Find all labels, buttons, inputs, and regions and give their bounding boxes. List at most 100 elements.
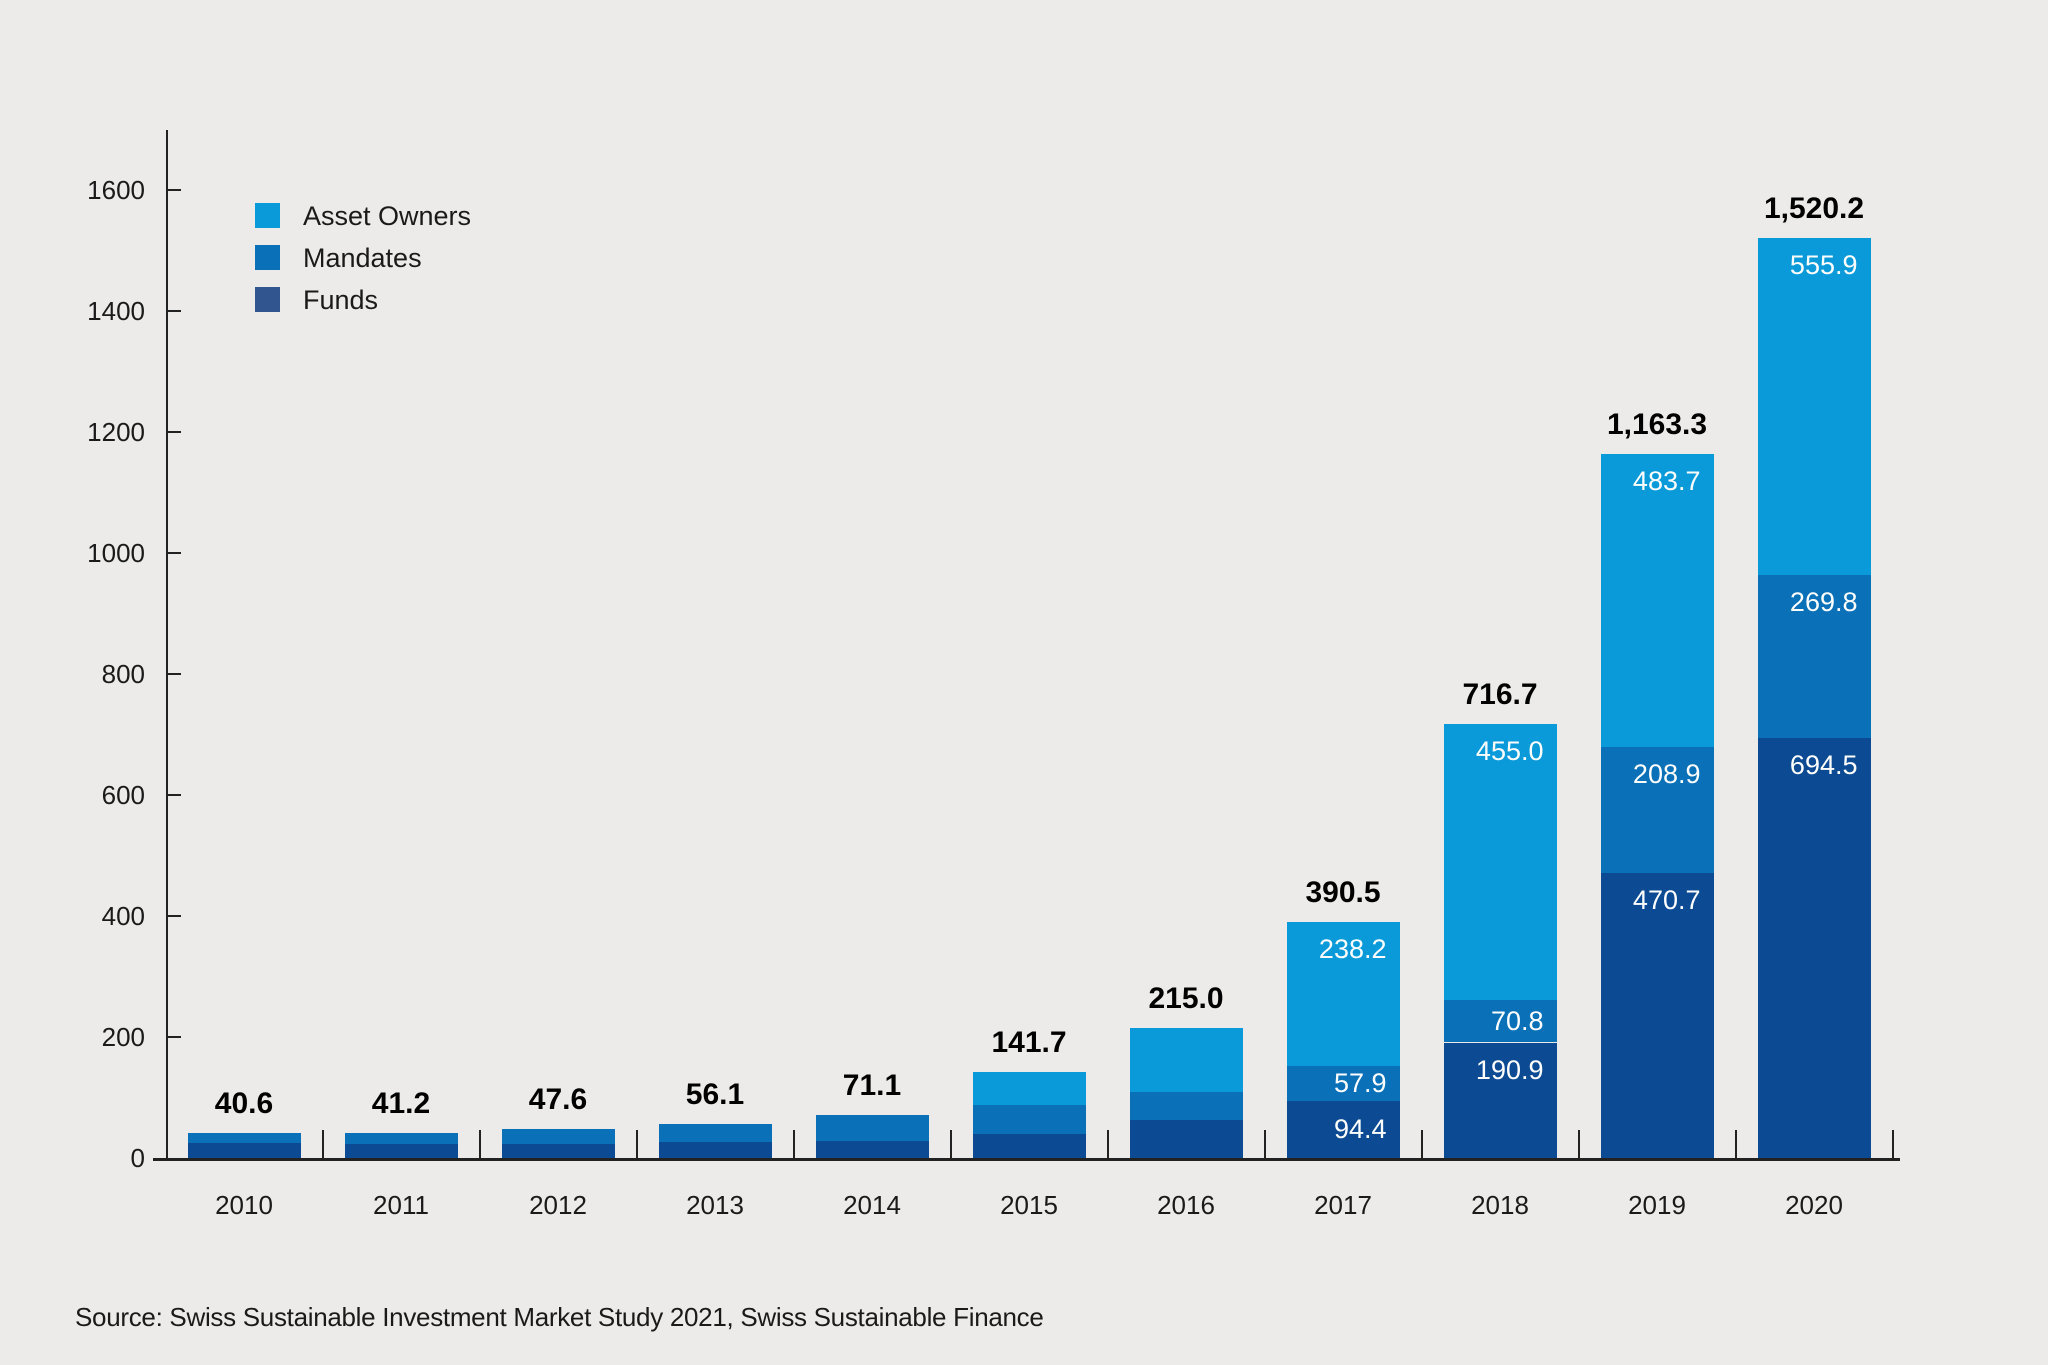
y-axis-label-1000: 1000	[87, 538, 145, 568]
x-axis-label-2010: 2010	[215, 1190, 273, 1220]
x-axis-tick-7	[1420, 1130, 1423, 1158]
total-label-2019: 1,163.3	[1606, 408, 1708, 442]
y-axis-tick-800	[167, 673, 181, 675]
total-label-2015: 141.7	[991, 1026, 1067, 1060]
x-axis-tick-6	[1263, 1130, 1266, 1158]
segment-value-label-2017-funds: 94.4	[1333, 1114, 1387, 1145]
x-axis-label-2015: 2015	[1000, 1190, 1058, 1220]
bar-segment-asset-owners-2017	[1286, 921, 1400, 1066]
x-axis-label-2018: 2018	[1471, 1190, 1529, 1220]
bar-segment-mandates-2015	[972, 1105, 1086, 1135]
y-axis-label-1200: 1200	[87, 417, 145, 447]
bar-segment-mandates-2014	[815, 1114, 929, 1141]
bar-segment-mandates-2016	[1129, 1091, 1243, 1120]
legend-swatch-mandates	[255, 245, 280, 270]
bar-segment-funds-2012	[501, 1144, 615, 1158]
segment-value-label-2019-asset-owners: 483.7	[1632, 466, 1701, 497]
x-axis-tick-2	[635, 1130, 638, 1158]
x-axis-tick-5	[1106, 1130, 1109, 1158]
bar-segment-asset-owners-2020	[1757, 238, 1871, 575]
bar-segment-funds-2014	[815, 1140, 929, 1158]
y-axis-label-400: 400	[101, 901, 145, 931]
segment-value-label-2018-mandates: 70.8	[1490, 1006, 1544, 1037]
bar-segment-asset-owners-2016	[1129, 1027, 1243, 1092]
bar-segment-mandates-2017	[1286, 1065, 1400, 1101]
y-axis-tick-1200	[167, 431, 181, 433]
bar-segment-mandates-2010	[187, 1133, 301, 1144]
y-axis-label-600: 600	[101, 780, 145, 810]
bar-segment-funds-2020	[1757, 737, 1871, 1158]
legend-swatch-asset-owners	[255, 203, 280, 228]
x-axis-label-2011: 2011	[373, 1190, 429, 1220]
segment-value-label-2019-mandates: 208.9	[1632, 758, 1701, 789]
bar-segment-asset-owners-2019	[1600, 454, 1714, 747]
segment-value-label-2019-funds: 470.7	[1632, 885, 1701, 916]
bar-segment-mandates-2011	[344, 1133, 458, 1145]
total-label-2013: 56.1	[685, 1078, 745, 1112]
y-axis-line	[166, 130, 168, 1161]
segment-value-label-2020-mandates: 269.8	[1789, 586, 1858, 617]
x-axis-label-2013: 2013	[686, 1190, 744, 1220]
x-axis-label-2014: 2014	[843, 1190, 901, 1220]
segment-value-label-2020-funds: 694.5	[1789, 749, 1858, 780]
total-label-2010: 40.6	[214, 1087, 274, 1121]
y-axis-tick-400	[167, 915, 181, 917]
x-axis-label-2012: 2012	[529, 1190, 587, 1220]
total-label-2014: 71.1	[842, 1068, 902, 1102]
x-axis-label-2016: 2016	[1157, 1190, 1215, 1220]
y-axis-tick-1000	[167, 552, 181, 554]
bar-segment-funds-2010	[187, 1143, 301, 1158]
bar-segment-mandates-2020	[1757, 574, 1871, 738]
x-axis-tick-9	[1734, 1130, 1737, 1158]
bar-segment-mandates-2012	[501, 1129, 615, 1145]
x-axis-tick-4	[949, 1130, 952, 1158]
segment-value-label-2020-asset-owners: 555.9	[1789, 250, 1858, 281]
y-axis-label-1400: 1400	[87, 296, 145, 326]
y-axis-tick-600	[167, 794, 181, 796]
total-label-2012: 47.6	[528, 1083, 588, 1117]
y-axis-label-1600: 1600	[87, 175, 145, 205]
legend-label-mandates: Mandates	[303, 243, 422, 273]
segment-value-label-2017-asset-owners: 238.2	[1318, 933, 1387, 964]
x-axis-tick-8	[1577, 1130, 1580, 1158]
x-axis-tick-1	[478, 1130, 481, 1158]
x-axis-label-2019: 2019	[1628, 1190, 1686, 1220]
bar-segment-funds-2019	[1600, 873, 1714, 1158]
total-label-2016: 215.0	[1148, 981, 1224, 1015]
legend-swatch-funds	[255, 287, 280, 312]
source-note: Source: Swiss Sustainable Investment Mar…	[75, 1302, 1044, 1332]
bar-segment-funds-2015	[972, 1134, 1086, 1158]
bar-segment-asset-owners-2018	[1443, 724, 1557, 1000]
x-axis-label-2020: 2020	[1785, 1190, 1843, 1220]
y-axis-label-200: 200	[101, 1022, 145, 1052]
y-axis-tick-1400	[167, 310, 181, 312]
segment-value-label-2017-mandates: 57.9	[1333, 1068, 1387, 1099]
legend-label-asset-owners: Asset Owners	[303, 201, 472, 231]
bar-segment-funds-2011	[344, 1144, 458, 1158]
x-axis-tick-3	[792, 1130, 795, 1158]
bar-segment-funds-2018	[1443, 1042, 1557, 1158]
x-axis-tick-0	[321, 1130, 324, 1158]
segment-value-label-2018-asset-owners: 455.0	[1475, 736, 1544, 767]
x-axis-tick-10	[1891, 1130, 1894, 1158]
y-axis-tick-1600	[167, 189, 181, 191]
y-axis-label-0: 0	[130, 1143, 145, 1173]
legend-label-funds: Funds	[303, 285, 379, 315]
bar-segment-funds-2013	[658, 1141, 772, 1158]
bar-segment-funds-2017	[1286, 1100, 1400, 1158]
total-label-2017: 390.5	[1305, 875, 1381, 909]
x-axis-line	[153, 1158, 1900, 1161]
x-axis-label-2017: 2017	[1314, 1190, 1372, 1220]
total-label-2018: 716.7	[1462, 678, 1538, 712]
segment-value-label-2018-funds: 190.9	[1475, 1054, 1544, 1085]
bar-segment-funds-2016	[1129, 1119, 1243, 1158]
bar-segment-mandates-2013	[658, 1124, 772, 1142]
total-label-2020: 1,520.2	[1763, 192, 1865, 226]
bar-segment-mandates-2018	[1443, 999, 1557, 1043]
y-axis-tick-200	[167, 1036, 181, 1038]
total-label-2011: 41.2	[371, 1087, 431, 1121]
bar-segment-asset-owners-2015	[972, 1072, 1086, 1105]
bar-segment-mandates-2019	[1600, 746, 1714, 874]
y-axis-label-800: 800	[101, 659, 145, 689]
